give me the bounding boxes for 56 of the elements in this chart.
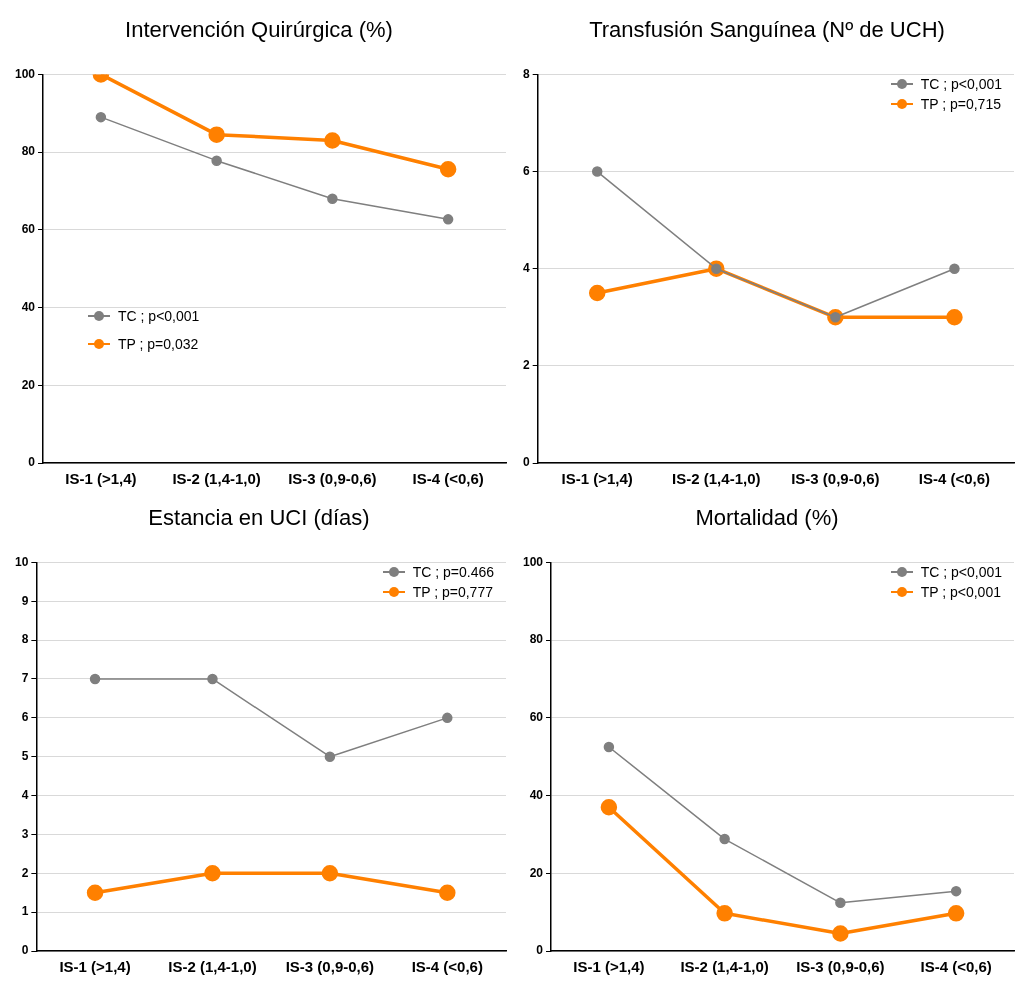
y-tick-label: 4 (522, 261, 530, 276)
y-tick-label: 60 (21, 222, 36, 237)
x-tick-label: IS-3 (0,9-0,6) (791, 470, 880, 488)
legend-label: TP ; p=0,032 (118, 335, 199, 352)
y-tick-label: 2 (21, 865, 29, 880)
y-tick-label: 3 (21, 826, 29, 841)
y-tick-label: 0 (28, 455, 36, 470)
x-tick-label: IS-1 (>1,4) (65, 470, 137, 488)
x-tick-label: IS-4 (<0,6) (918, 470, 991, 488)
y-tick-label: 20 (529, 865, 544, 880)
legend-label: TC ; p<0,001 (118, 307, 200, 324)
x-tick-label: IS-3 (0,9-0,6) (285, 958, 375, 976)
x-tick-label: IS-3 (0,9-0,6) (288, 470, 377, 488)
chart-title: Transfusión Sanguínea (Nº de UCH) (589, 17, 945, 43)
y-tick-label: 0 (536, 943, 544, 958)
chart-title: Mortalidad (%) (695, 505, 839, 531)
y-tick-label: 8 (522, 66, 530, 81)
legend-label: TP ; p<0,001 (920, 584, 1001, 601)
y-tick-label: 100 (14, 66, 36, 81)
y-tick-label: 0 (522, 455, 530, 470)
y-tick-label: 4 (21, 787, 29, 802)
y-tick-label: 5 (21, 749, 29, 764)
chart-title: Intervención Quirúrgica (%) (125, 17, 393, 43)
y-tick-label: 10 (14, 554, 29, 569)
legend-label: TC ; p<0,001 (920, 76, 1002, 93)
y-tick-label: 1 (21, 904, 29, 919)
chart-title: Estancia en UCI (días) (148, 505, 370, 531)
x-tick-label: IS-3 (0,9-0,6) (796, 958, 885, 976)
y-tick-label: 100 (522, 554, 544, 569)
x-tick-label: IS-2 (1,4-1,0) (672, 470, 761, 488)
x-tick-label: IS-2 (1,4-1,0) (172, 470, 261, 488)
x-tick-label: IS-4 (<0,6) (411, 958, 483, 976)
y-tick-label: 7 (21, 671, 29, 686)
x-tick-label: IS-1 (>1,4) (59, 958, 131, 976)
y-tick-label: 60 (529, 710, 544, 725)
legend-label: TP ; p=0,777 (412, 584, 493, 601)
y-tick-label: 80 (21, 144, 36, 159)
y-tick-label: 20 (21, 377, 36, 392)
x-tick-label: IS-1 (>1,4) (573, 958, 645, 976)
y-tick-label: 9 (21, 593, 29, 608)
x-tick-label: IS-2 (1,4-1,0) (168, 958, 257, 976)
legend-label: TC ; p<0,001 (920, 564, 1002, 581)
y-tick-label: 2 (522, 358, 530, 373)
y-tick-label: 40 (529, 787, 544, 802)
y-tick-label: 6 (522, 163, 530, 178)
x-tick-label: IS-4 (<0,6) (920, 958, 992, 976)
x-tick-label: IS-1 (>1,4) (561, 470, 633, 488)
legend-label: TP ; p=0,715 (920, 96, 1001, 113)
y-tick-label: 80 (529, 632, 544, 647)
y-tick-label: 0 (21, 943, 29, 958)
x-tick-label: IS-4 (<0,6) (412, 470, 484, 488)
x-tick-label: IS-2 (1,4-1,0) (680, 958, 769, 976)
legend-label: TC ; p=0.466 (412, 564, 494, 581)
y-tick-label: 6 (21, 710, 29, 725)
y-tick-label: 40 (21, 299, 36, 314)
y-tick-label: 8 (21, 632, 29, 647)
